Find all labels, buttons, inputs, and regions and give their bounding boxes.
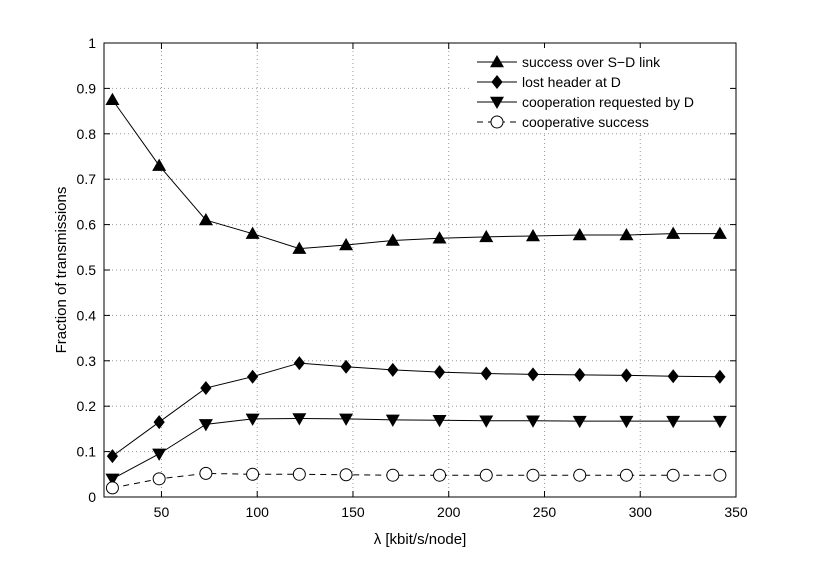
series-4	[105, 466, 727, 495]
x-axis-label: λ [kbit/s/node]	[374, 531, 467, 548]
y-tick-label: 0	[88, 489, 96, 505]
y-tick-label: 0.7	[77, 171, 97, 187]
y-tick-label: 0.3	[77, 353, 97, 369]
data-point	[619, 468, 633, 482]
data-point	[339, 413, 354, 426]
legend-marker	[490, 96, 504, 109]
series-line	[112, 472, 720, 489]
data-point	[525, 228, 540, 242]
data-point	[712, 415, 727, 429]
data-point	[433, 468, 447, 482]
data-point	[339, 238, 354, 251]
data-point	[619, 228, 634, 241]
y-tick-label: 1	[88, 35, 96, 51]
legend-label: cooperation requested by D	[522, 94, 694, 110]
grid	[104, 43, 736, 497]
data-point	[572, 415, 587, 429]
data-point	[292, 467, 306, 481]
series-line	[112, 362, 720, 457]
y-tick-label: 0.1	[77, 444, 97, 460]
x-tick-label: 300	[629, 504, 653, 520]
data-point	[105, 92, 120, 105]
data-point	[714, 369, 726, 384]
data-point	[432, 231, 447, 244]
data-point	[666, 415, 681, 429]
data-point	[619, 415, 634, 429]
data-point	[106, 449, 119, 464]
y-tick-label: 0.9	[77, 80, 97, 96]
data-point	[479, 468, 493, 482]
data-point	[480, 366, 492, 381]
x-tick-label: 200	[437, 504, 461, 520]
data-point	[292, 241, 307, 254]
data-point	[667, 369, 679, 384]
data-point	[153, 415, 165, 430]
series-3	[105, 413, 727, 486]
data-point	[292, 413, 307, 426]
data-point	[620, 368, 633, 383]
series-1	[105, 92, 727, 254]
y-tick-label: 0.6	[77, 217, 97, 233]
data-point	[527, 367, 539, 382]
series-layer	[105, 92, 727, 495]
data-point	[526, 468, 540, 482]
data-point	[199, 466, 213, 480]
data-point	[387, 362, 399, 377]
data-point	[666, 226, 681, 239]
data-point	[152, 472, 166, 486]
y-tick-label: 0.8	[77, 126, 97, 142]
legend-marker	[490, 115, 504, 129]
data-point	[433, 365, 446, 380]
data-point	[432, 415, 447, 428]
data-point	[293, 356, 305, 371]
data-point	[247, 369, 259, 384]
data-point	[198, 419, 213, 432]
data-point	[245, 413, 260, 426]
data-point	[105, 481, 119, 495]
series-line	[112, 417, 720, 480]
x-tick-label: 50	[154, 504, 170, 520]
data-point	[246, 467, 260, 481]
data-point	[385, 233, 400, 246]
data-point	[479, 415, 494, 428]
y-tick-label: 0.2	[77, 398, 97, 414]
data-point	[339, 468, 353, 482]
data-point	[152, 448, 167, 461]
legend-label: cooperative success	[522, 114, 649, 130]
y-axis-label: Fraction of transmissions	[53, 187, 70, 354]
data-point	[572, 228, 587, 241]
series-2	[106, 356, 726, 464]
data-point	[712, 226, 727, 239]
x-tick-label: 100	[246, 504, 270, 520]
data-point	[479, 229, 494, 243]
legend-label: lost header at D	[522, 74, 621, 90]
data-point	[385, 414, 400, 427]
data-point	[525, 415, 540, 428]
data-point	[200, 381, 212, 396]
ticks: 50 100 150 200 250 300 350 0 0.1 0.2 0.3 0.4 0.5 0.6 0…	[77, 35, 748, 520]
data-point	[245, 226, 260, 239]
data-point	[386, 468, 400, 482]
y-tick-label: 0.4	[77, 307, 97, 323]
legend-marker	[490, 55, 504, 68]
data-point	[573, 468, 587, 482]
data-point	[340, 359, 352, 374]
data-point	[105, 473, 120, 486]
series-line	[112, 99, 720, 250]
x-tick-label: 350	[724, 504, 748, 520]
x-tick-label: 150	[341, 504, 365, 520]
legend-label: success over S−D link	[522, 54, 661, 70]
data-point	[574, 367, 586, 382]
data-point	[666, 468, 680, 482]
x-tick-label: 250	[533, 504, 557, 520]
data-point	[198, 213, 213, 226]
legend: success over S−D link lost header at D coo…	[472, 48, 730, 132]
data-point	[152, 158, 167, 171]
y-tick-label: 0.5	[77, 262, 97, 278]
legend-marker	[491, 75, 503, 89]
data-point	[713, 468, 727, 482]
